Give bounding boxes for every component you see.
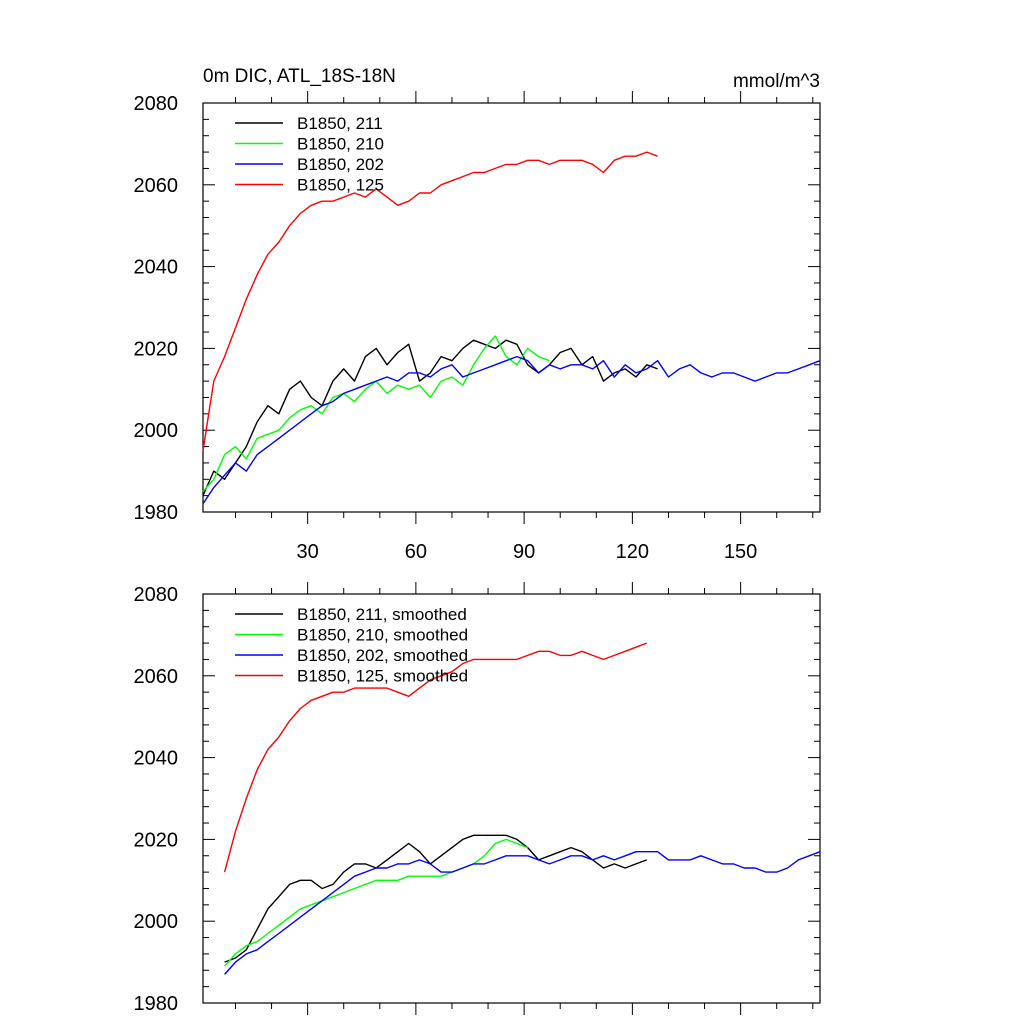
y-tick-label: 1980 — [134, 502, 179, 524]
units-label: mmol/m^3 — [733, 71, 820, 92]
y-tick-label: 2000 — [134, 911, 179, 933]
legend-label: B1850, 202, smoothed — [297, 646, 468, 665]
series-line-2 — [202, 335, 550, 493]
x-tick-label: 60 — [405, 541, 427, 563]
series-line-4 — [202, 151, 658, 451]
legend-label: B1850, 125 — [297, 176, 384, 195]
series-line-1 — [224, 834, 648, 963]
figure-title: 0m DIC, ATL_18S-18N — [203, 66, 396, 87]
series-line-3 — [224, 851, 821, 975]
legend-label: B1850, 211, smoothed — [297, 605, 467, 624]
y-tick-label: 2000 — [134, 420, 179, 442]
x-tick-label: 90 — [513, 541, 535, 563]
y-tick-label: 2020 — [134, 338, 179, 360]
series-line-1 — [202, 339, 658, 496]
bottom-chart-panel: 1980 2000 2020 2040 2060 2080 B1850, 211, smoo… — [134, 582, 821, 1015]
series-line-2 — [224, 838, 528, 967]
y-tick-label: 2080 — [134, 93, 179, 115]
legend-label: B1850, 125, smoothed — [297, 667, 468, 686]
plot-frame — [202, 593, 821, 1004]
y-tick-label: 2060 — [134, 666, 179, 688]
y-tick-label: 2020 — [134, 829, 179, 851]
series-line-3 — [202, 355, 821, 505]
legend-label: B1850, 210, smoothed — [297, 626, 468, 645]
legend-label: B1850, 210 — [297, 135, 384, 154]
y-tick-label: 2060 — [134, 175, 179, 197]
y-tick-label: 2080 — [134, 584, 179, 606]
x-tick-label: 120 — [616, 541, 649, 563]
top-chart-panel: 1980 2000 2020 2040 2060 2080 30 60 90 120 150 B185… — [134, 91, 821, 563]
series-line-4 — [223, 642, 648, 873]
y-tick-label: 1980 — [134, 993, 179, 1015]
x-tick-label: 150 — [724, 541, 757, 563]
x-tick-label: 30 — [297, 541, 319, 563]
plot-frame — [202, 102, 821, 513]
y-tick-label: 2040 — [134, 257, 179, 279]
y-tick-label: 2040 — [134, 748, 179, 770]
legend-label: B1850, 202 — [297, 155, 384, 174]
legend-label: B1850, 211 — [297, 114, 383, 133]
